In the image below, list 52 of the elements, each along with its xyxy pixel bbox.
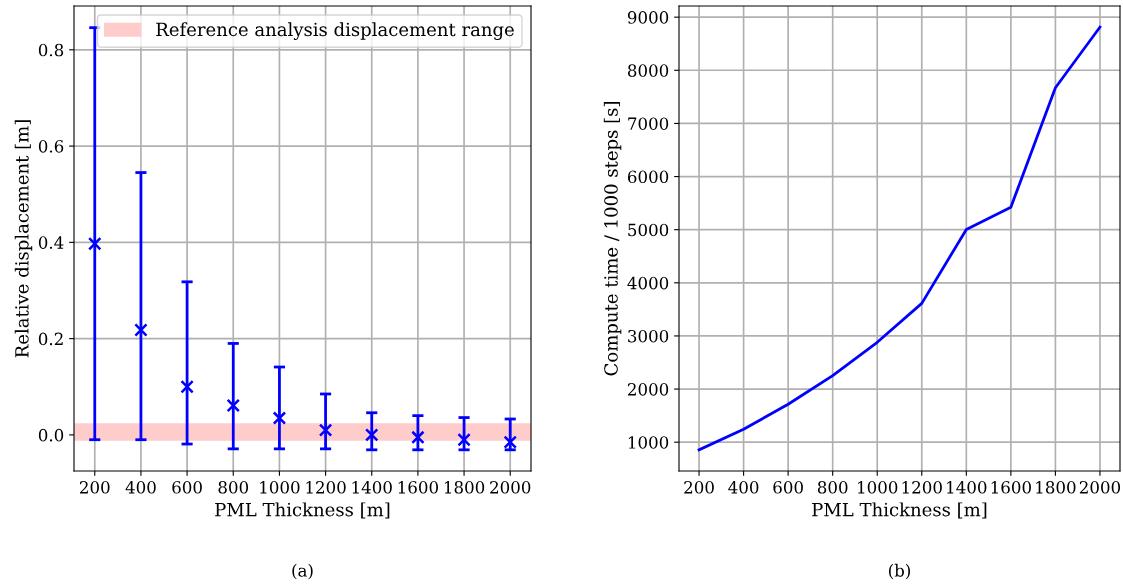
y-tick-label: 5000 <box>628 223 669 237</box>
y-tick-label: 0.0 <box>38 428 64 442</box>
y-tick-label: 3000 <box>628 329 669 343</box>
text: (b) <box>888 563 911 580</box>
y-tick-label: 0.2 <box>38 332 63 346</box>
y-axis-title: Relative displacement [m] <box>14 120 33 358</box>
point <box>503 435 518 449</box>
y-tick-label: 9000 <box>627 11 669 24</box>
point <box>272 411 287 425</box>
y-tick-label: 8000 <box>627 64 669 77</box>
y-tick-label: 4000 <box>627 276 669 290</box>
y-tick-label: 2000 <box>627 383 669 396</box>
point <box>364 428 379 442</box>
point <box>411 430 425 445</box>
y-tick-label: 7000 <box>628 117 669 130</box>
x-tick-label: 200 <box>684 481 714 494</box>
point <box>318 423 333 437</box>
text: (a) <box>292 563 313 580</box>
x-tick-label: 2000 <box>490 481 531 494</box>
x-tick-label: 1000 <box>260 481 300 494</box>
x-tick-label: 1600 <box>991 481 1031 494</box>
x-axis-title: PML Thickness [m] <box>812 502 987 519</box>
y-tick-label: 0.4 <box>38 236 64 249</box>
y-axis-title: Compute time / 1000 steps [s] <box>603 102 622 376</box>
x-tick-label: 1200 <box>902 481 942 494</box>
point <box>226 398 241 413</box>
x-tick-label: 1200 <box>306 481 346 494</box>
x-tick-label: 200 <box>80 481 110 494</box>
x-tick-label: 1400 <box>947 481 987 494</box>
x-tick-label: 1000 <box>858 481 898 494</box>
y-tick-label: 0.8 <box>38 43 64 57</box>
point <box>134 323 148 337</box>
point <box>87 236 102 251</box>
y-tick-label: 6000 <box>627 170 669 184</box>
x-tick-label: 1600 <box>398 481 438 494</box>
y-tick-label: 1000 <box>628 436 669 449</box>
x-axis-title: PML Thickness [m] <box>215 502 390 519</box>
x-tick-label: 800 <box>218 481 249 494</box>
x-tick-label: 1800 <box>1036 481 1076 494</box>
line-series <box>697 25 1102 452</box>
x-tick-label: 800 <box>817 481 848 494</box>
legend-label: Reference analysis displacement range <box>156 22 514 40</box>
x-tick-label: 600 <box>773 481 803 494</box>
x-tick-label: 2000 <box>1079 481 1121 494</box>
x-tick-label: 400 <box>125 481 156 494</box>
y-tick-label: 0.6 <box>38 140 64 153</box>
point <box>180 379 194 394</box>
x-tick-label: 1800 <box>444 481 485 494</box>
x-tick-label: 400 <box>728 481 759 494</box>
point <box>457 432 471 447</box>
x-tick-label: 600 <box>172 481 202 494</box>
x-tick-label: 1400 <box>352 481 392 494</box>
